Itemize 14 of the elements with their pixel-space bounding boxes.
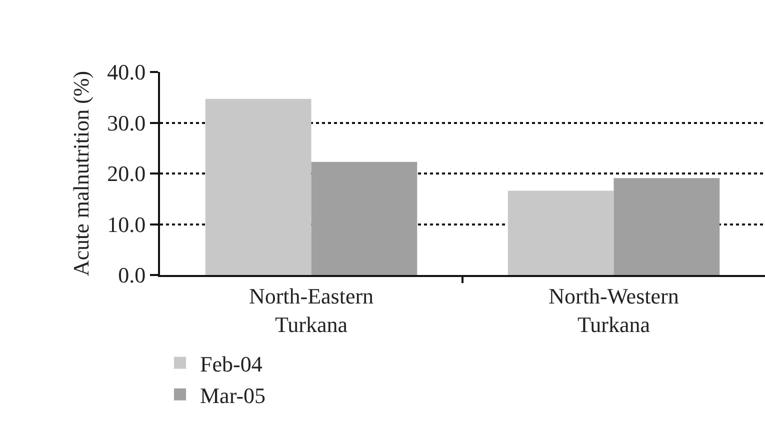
y-tick-label: 40.0 — [107, 60, 146, 85]
y-axis-title: Acute malnutrition (%) — [68, 70, 94, 276]
y-tick-label: 0.0 — [118, 262, 146, 288]
y-tick-label: 30.0 — [107, 110, 146, 136]
bar — [614, 178, 720, 275]
x-tick-label: North-Western Turkana — [548, 283, 679, 337]
legend-label: Mar-05 — [200, 382, 266, 408]
bar — [508, 190, 614, 275]
legend-label: Feb-04 — [200, 351, 262, 376]
bar — [205, 98, 312, 275]
x-tick-label: North-Eastern Turkana — [248, 283, 374, 337]
bar — [311, 162, 418, 275]
y-tick-label: 20.0 — [107, 161, 146, 186]
y-tick-label: 10.0 — [107, 212, 146, 237]
